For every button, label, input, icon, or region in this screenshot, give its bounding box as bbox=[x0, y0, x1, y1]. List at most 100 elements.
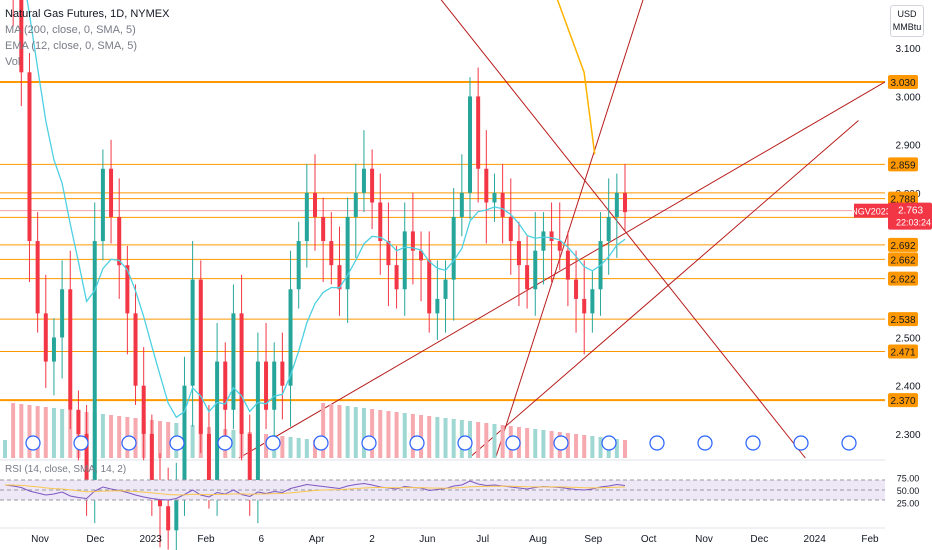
volume-bar bbox=[280, 436, 285, 458]
candle-body bbox=[60, 289, 65, 338]
candle-body bbox=[468, 96, 472, 193]
candle-body bbox=[166, 506, 171, 531]
ma-line bbox=[556, 0, 596, 155]
volume-bar bbox=[321, 403, 326, 458]
candle-body bbox=[329, 241, 334, 266]
candle-body bbox=[549, 231, 554, 242]
price-tick-label: 3.100 bbox=[895, 44, 920, 55]
unit-label: MMBtu bbox=[892, 22, 922, 32]
currency-unit-button[interactable]: USD MMBtu bbox=[890, 5, 924, 37]
candle-body bbox=[313, 192, 317, 217]
candle-body bbox=[574, 279, 579, 299]
candle-body bbox=[508, 216, 513, 242]
level-tag-label: 2.859 bbox=[890, 160, 915, 171]
candle-body bbox=[590, 289, 595, 314]
candle-body bbox=[541, 231, 546, 251]
level-tag-label: 2.370 bbox=[890, 396, 915, 407]
volume-bar bbox=[166, 422, 171, 458]
volume-bar bbox=[419, 415, 424, 458]
event-marker-icon bbox=[169, 435, 185, 451]
volume-bar bbox=[353, 407, 358, 458]
candle-body bbox=[623, 192, 627, 213]
event-marker-icon bbox=[745, 435, 761, 451]
legend-symbol: Natural Gas Futures, 1D, NYMEX bbox=[5, 8, 170, 20]
candle-body bbox=[125, 265, 130, 314]
candle-body bbox=[337, 265, 342, 290]
volume-bar bbox=[68, 410, 73, 458]
candle-body bbox=[43, 313, 48, 362]
price-tick-label: 2.300 bbox=[895, 430, 920, 441]
candle-body bbox=[476, 96, 481, 169]
chart-legend: Natural Gas Futures, 1D, NYMEX MA (200, … bbox=[5, 6, 169, 70]
candle-body bbox=[345, 216, 350, 290]
volume-bar bbox=[394, 412, 399, 458]
time-tick-label: Oct bbox=[641, 534, 657, 545]
time-tick-label: Dec bbox=[86, 534, 104, 545]
candle-body bbox=[51, 337, 56, 362]
candle-body bbox=[296, 241, 301, 290]
volume-bar bbox=[500, 425, 505, 458]
candle-body bbox=[435, 298, 440, 314]
volume-bar bbox=[35, 406, 40, 458]
event-marker-icon bbox=[505, 435, 521, 451]
candle-body bbox=[141, 385, 146, 434]
level-tag-label: 3.030 bbox=[890, 78, 915, 89]
volume-bar bbox=[427, 416, 432, 458]
time-tick-label: 2024 bbox=[804, 534, 827, 545]
level-tag bbox=[888, 252, 918, 267]
volume-bar bbox=[492, 424, 497, 458]
level-tag bbox=[888, 237, 918, 252]
time-tick-label: Apr bbox=[309, 534, 325, 545]
volume-bar bbox=[598, 437, 603, 458]
event-marker-icon bbox=[25, 435, 41, 451]
event-marker-icon bbox=[121, 435, 137, 451]
volume-bar bbox=[549, 431, 554, 458]
volume-bar bbox=[60, 409, 65, 458]
volume-bar bbox=[361, 408, 366, 458]
volume-bar bbox=[51, 408, 56, 458]
rsi-tick-label: 75.00 bbox=[897, 474, 920, 484]
candle-body bbox=[304, 192, 309, 242]
volume-bar bbox=[133, 418, 138, 458]
symbol-tag-label: NGV2023 bbox=[851, 207, 891, 217]
price-tick-label: 2.900 bbox=[895, 141, 920, 152]
volume-bar bbox=[3, 440, 7, 458]
event-marker-icon bbox=[457, 435, 473, 451]
candle-body bbox=[557, 241, 562, 251]
volume-bar bbox=[329, 404, 334, 458]
candle-body bbox=[533, 250, 538, 290]
candle-body bbox=[500, 192, 505, 217]
volume-bar bbox=[386, 411, 391, 458]
candle-body bbox=[361, 168, 366, 193]
time-tick-label: Sep bbox=[584, 534, 602, 545]
event-marker-icon bbox=[649, 435, 665, 451]
volume-bar bbox=[100, 414, 105, 458]
time-tick-label: Feb bbox=[861, 534, 879, 545]
candle-body bbox=[565, 250, 570, 280]
candle-body bbox=[614, 192, 619, 217]
time-tick-label: Nov bbox=[31, 534, 49, 545]
candle-body bbox=[484, 168, 489, 203]
candle-body bbox=[117, 216, 122, 266]
candle-body bbox=[215, 361, 220, 483]
candle-body bbox=[264, 361, 269, 410]
volume-bar bbox=[525, 428, 530, 458]
candle-body bbox=[516, 241, 521, 266]
volume-bar bbox=[304, 439, 309, 458]
volume-bar bbox=[158, 421, 162, 458]
candle-body bbox=[149, 433, 154, 483]
candle-body bbox=[247, 433, 252, 483]
volume-bar bbox=[19, 404, 24, 458]
candle-body bbox=[19, 0, 24, 73]
level-tag bbox=[888, 271, 918, 286]
time-tick-label: Nov bbox=[695, 534, 713, 545]
candle-body bbox=[92, 241, 97, 483]
volume-bar bbox=[43, 407, 48, 458]
candle-body bbox=[394, 265, 399, 290]
candle-body bbox=[280, 361, 285, 386]
rsi-tick-label: 50.00 bbox=[897, 486, 920, 496]
candle-body bbox=[206, 433, 211, 483]
candle-body bbox=[223, 361, 228, 410]
legend-ema: EMA (12, close, 0, SMA, 5) bbox=[5, 40, 138, 52]
